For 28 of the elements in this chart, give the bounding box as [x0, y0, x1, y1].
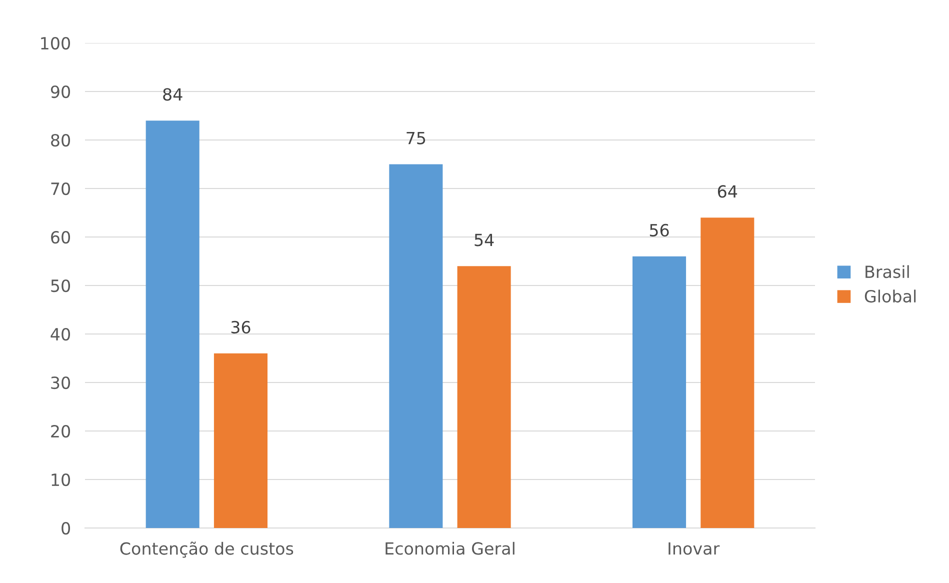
y-tick-label: 40 [50, 328, 70, 341]
bar [146, 120, 200, 528]
data-label: 84 [163, 88, 182, 101]
y-tick-label: 90 [50, 85, 70, 98]
legend-label: Brasil [866, 265, 909, 278]
x-tick-label: Inovar [668, 542, 720, 555]
bar [457, 266, 511, 528]
y-tick-label: 0 [62, 522, 70, 535]
x-tick-label: Contenção de custos [120, 542, 294, 558]
data-label: 64 [718, 185, 738, 198]
y-tick-label: 70 [51, 182, 70, 196]
bar [389, 164, 443, 528]
data-label: 54 [474, 234, 494, 246]
legend-label: Global [864, 290, 916, 303]
bar [214, 353, 268, 528]
data-label: 75 [406, 132, 426, 144]
bar [700, 218, 754, 528]
data-label: 56 [650, 224, 669, 237]
y-tick-label: 20 [51, 424, 70, 438]
y-tick-label: 50 [51, 279, 70, 292]
y-tick-label: 100 [41, 36, 70, 50]
y-tick-label: 10 [52, 473, 70, 486]
y-tick-label: 60 [51, 230, 70, 244]
y-tick-label: 80 [51, 134, 70, 147]
bar [632, 256, 686, 528]
x-tick-label: Economia Geral [386, 542, 514, 555]
y-tick-label: 30 [51, 376, 70, 390]
data-label: 36 [231, 320, 250, 334]
